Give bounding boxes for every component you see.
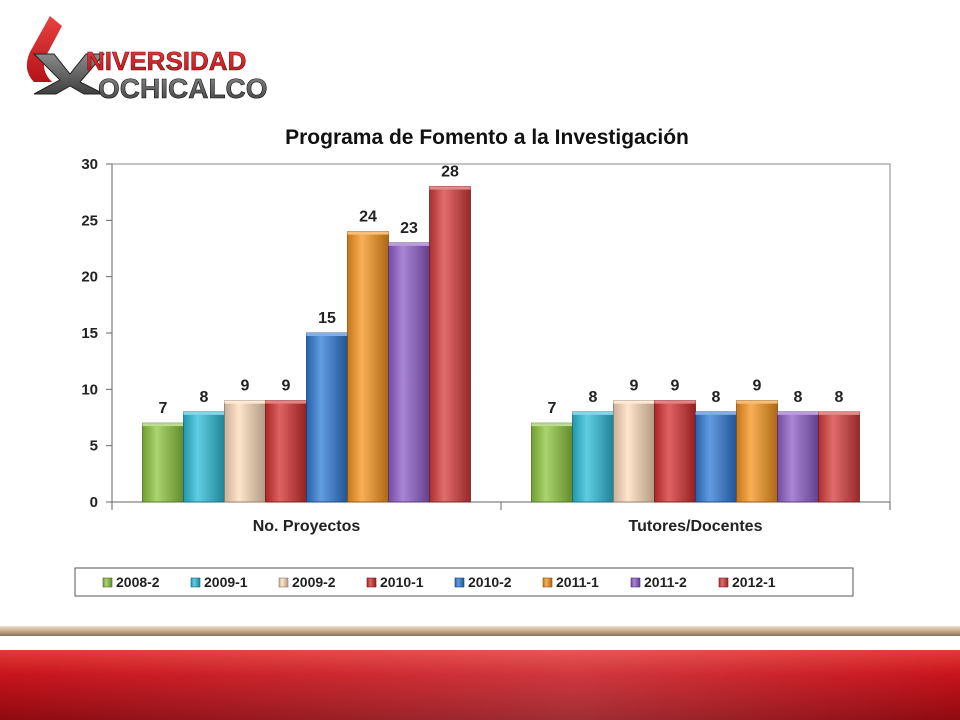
bar-top-highlight <box>531 423 573 427</box>
y-tick-label: 15 <box>81 325 98 342</box>
x-category-label: Tutores/Docentes <box>629 518 763 535</box>
bar-data-label: 7 <box>548 400 557 417</box>
legend-entry: 2008-2 <box>116 574 160 590</box>
bar-data-label: 28 <box>441 164 459 181</box>
bar-data-label: 15 <box>318 310 336 327</box>
logo-line1: NIVERSIDAD <box>86 46 246 76</box>
legend-swatch <box>366 577 377 588</box>
bar-data-label: 9 <box>753 378 762 395</box>
legend-swatch <box>278 577 289 588</box>
bar-data-label: 8 <box>589 389 598 406</box>
bar-chart: Programa de Fomento a la Investigación 0… <box>74 126 891 597</box>
bar <box>818 411 860 503</box>
bar-top-highlight <box>777 411 819 415</box>
bar <box>183 411 225 503</box>
legend-entry: 2011-1 <box>556 574 599 590</box>
bar-data-label: 23 <box>400 220 418 237</box>
bar-top-highlight <box>736 400 778 404</box>
bar-top-highlight <box>224 400 266 404</box>
universidad-xochicalco-logo: NIVERSIDAD OCHICALCO <box>26 16 268 104</box>
bar <box>429 186 471 503</box>
bar <box>306 332 348 503</box>
logo-u-swoosh <box>26 16 62 82</box>
chart-title: Programa de Fomento a la Investigación <box>285 126 689 149</box>
logo-x-mark <box>32 53 106 95</box>
bar-data-label: 7 <box>159 400 168 417</box>
logo-line2: OCHICALCO <box>98 73 268 104</box>
bar <box>265 400 307 503</box>
bar-data-label: 24 <box>359 209 377 226</box>
bar-top-highlight <box>347 231 389 235</box>
y-tick-label: 0 <box>90 494 98 511</box>
x-axis: No. Proyectos Tutores/Docentes <box>111 501 891 535</box>
legend-swatch <box>190 577 201 588</box>
bar-data-label: 9 <box>241 378 250 395</box>
bar-top-highlight <box>183 411 225 415</box>
bar <box>736 400 778 503</box>
bar <box>388 242 430 503</box>
bar-top-highlight <box>429 186 471 190</box>
legend-swatch <box>630 577 641 588</box>
legend-entry: 2009-2 <box>292 574 336 590</box>
bar-data-label: 8 <box>200 389 209 406</box>
legend-swatch <box>542 577 553 588</box>
y-axis: 0 5 10 15 20 25 30 <box>81 156 113 511</box>
legend-entry: 2010-2 <box>468 574 512 590</box>
bar <box>142 422 184 503</box>
legend-entry: 2011-2 <box>644 574 687 590</box>
bars <box>142 186 860 503</box>
legend-swatch <box>454 577 465 588</box>
bar <box>777 411 819 503</box>
y-tick-label: 10 <box>81 381 98 398</box>
bar-top-highlight <box>306 333 348 336</box>
bar-top-highlight <box>142 423 184 427</box>
bar-top-highlight <box>818 411 860 415</box>
bar-data-label: 8 <box>794 389 803 406</box>
footer-shine <box>0 650 960 720</box>
bar-top-highlight <box>265 400 307 404</box>
bar-data-label: 9 <box>630 378 639 395</box>
legend: 2008-2 2009-1 2009-2 2010-1 2010-2 2011-1 2011… <box>74 567 854 597</box>
bar <box>224 400 266 503</box>
legend-entry: 2009-1 <box>204 574 248 590</box>
footer-tan-strip <box>0 626 960 636</box>
legend-swatch <box>718 577 729 588</box>
bar <box>531 422 573 503</box>
legend-entry: 2012-1 <box>732 574 776 590</box>
bar-top-highlight <box>572 411 614 415</box>
bar-top-highlight <box>654 400 696 404</box>
x-category-label: No. Proyectos <box>253 518 361 535</box>
y-tick-label: 20 <box>81 269 98 286</box>
bar-top-highlight <box>613 400 655 404</box>
bar-data-label: 8 <box>835 389 844 406</box>
bar <box>695 411 737 503</box>
data-labels: 7 8 9 9 15 24 23 28 7 8 9 9 8 9 8 8 <box>159 164 844 418</box>
bar <box>654 400 696 503</box>
bar-data-label: 9 <box>671 378 680 395</box>
y-tick-label: 5 <box>90 438 98 455</box>
bar-data-label: 9 <box>282 378 291 395</box>
bar <box>572 411 614 503</box>
bar-data-label: 8 <box>712 389 721 406</box>
legend-swatch <box>102 577 113 588</box>
bar <box>347 231 389 503</box>
footer-band <box>0 626 960 720</box>
y-tick-label: 30 <box>81 156 98 173</box>
bar-top-highlight <box>388 242 430 246</box>
bar-top-highlight <box>695 411 737 415</box>
bar <box>613 400 655 503</box>
y-tick-label: 25 <box>81 212 98 229</box>
legend-entry: 2010-1 <box>380 574 424 590</box>
